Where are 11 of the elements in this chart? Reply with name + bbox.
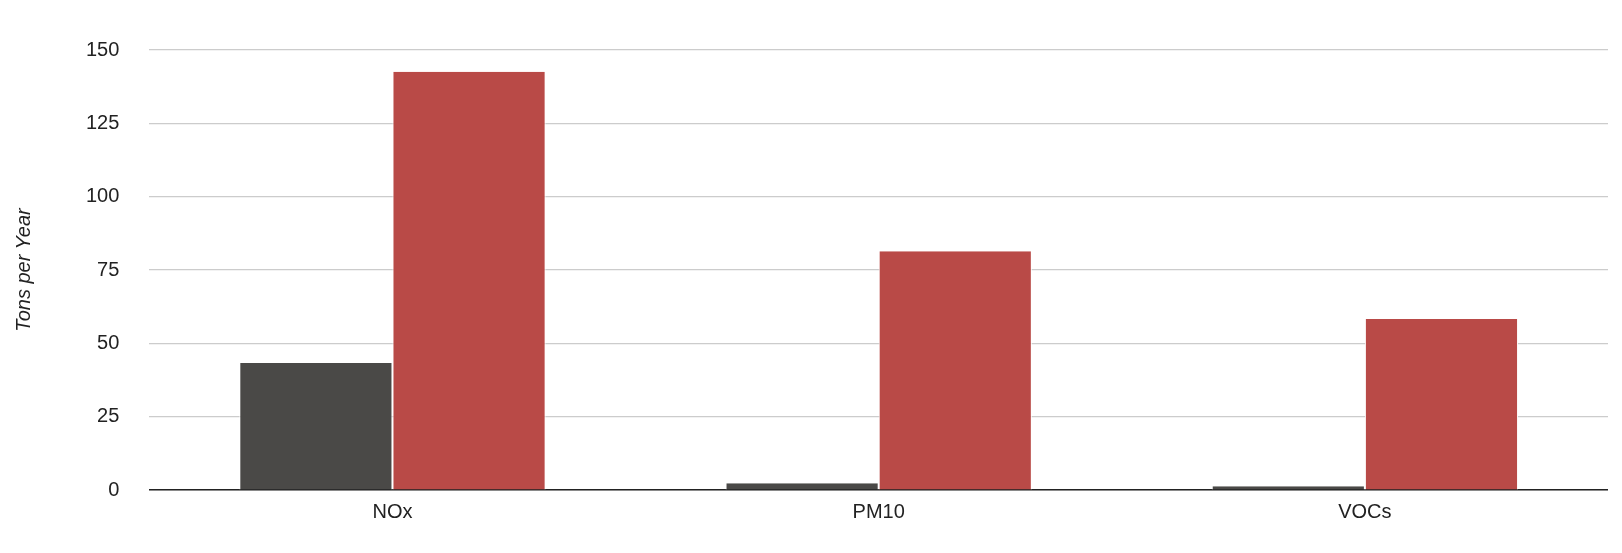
x-tick-label: PM10 [852,499,905,522]
y-axis-title: Tons per Year [11,206,34,332]
y-tick-label: 75 [97,257,120,280]
x-tick-label: NOx [372,499,413,522]
x-tick-label: VOCs [1338,499,1392,522]
y-tick-label: 125 [85,110,120,133]
y-tick-label: 100 [85,184,120,207]
y-tick-label: 50 [97,330,120,353]
y-tick-label: 0 [108,477,120,500]
y-tick-label: 25 [97,404,120,427]
y-tick-label: 150 [85,37,120,60]
